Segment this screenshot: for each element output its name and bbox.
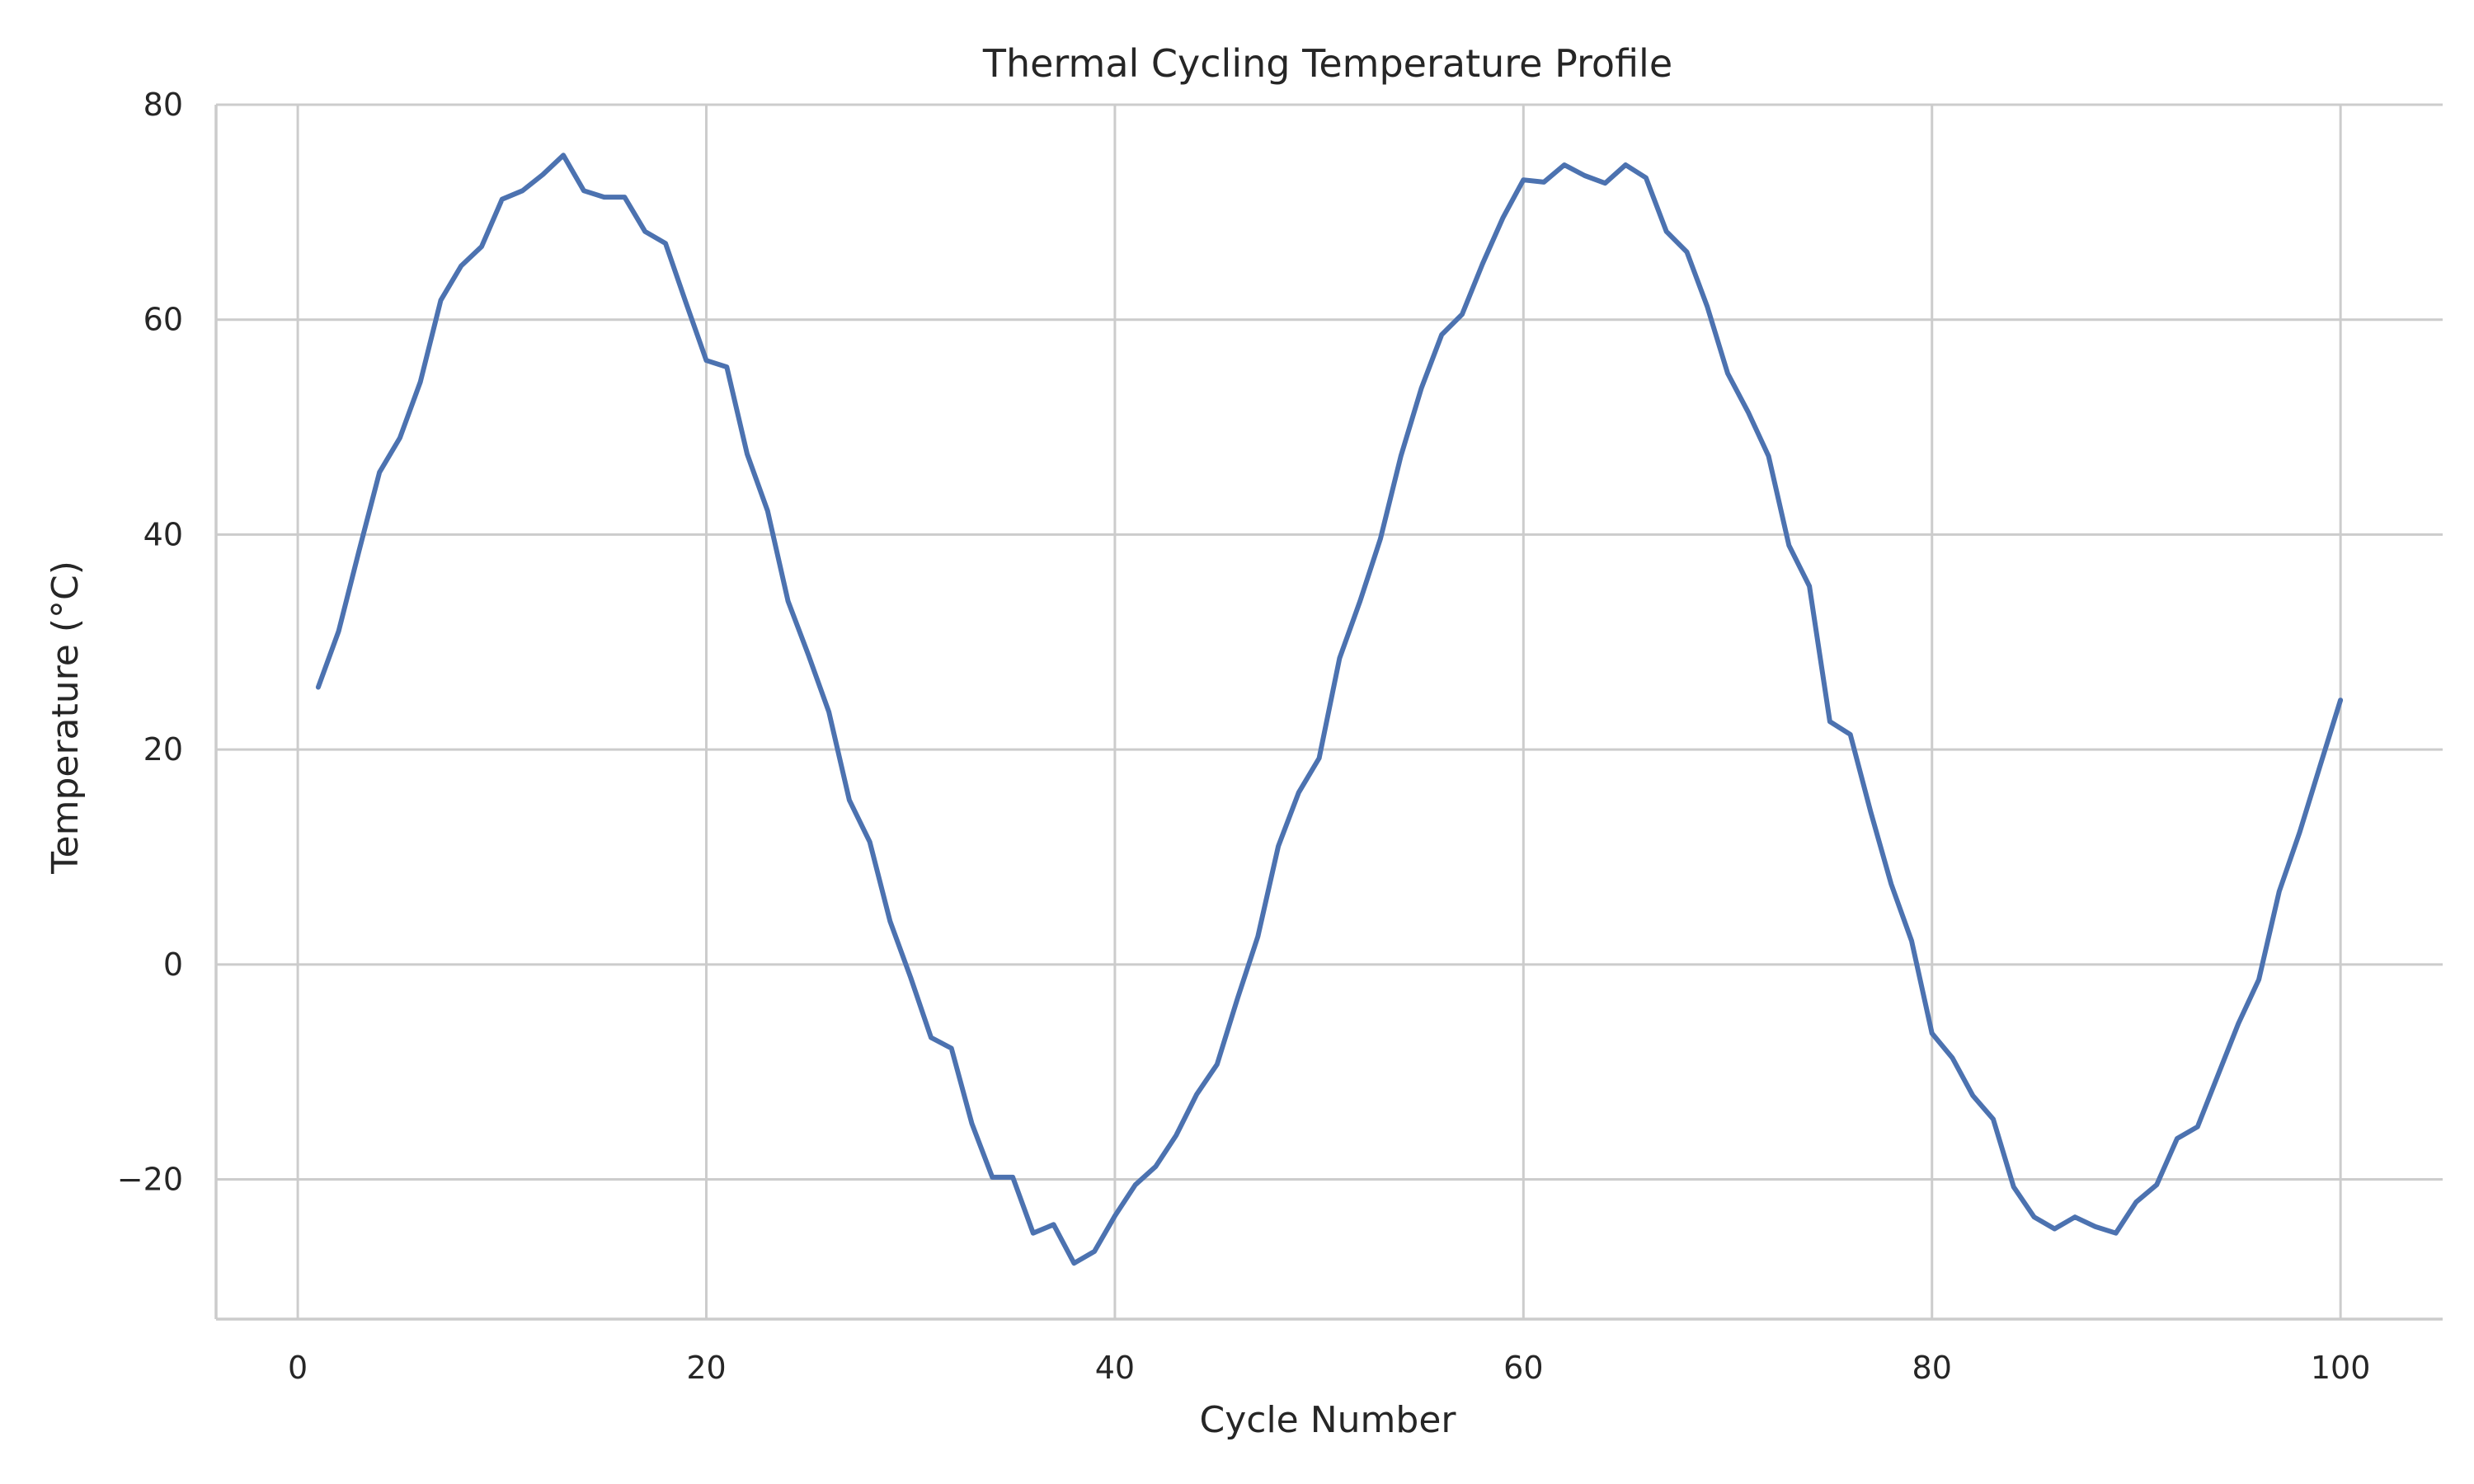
x-tick-label: 0 <box>288 1350 308 1386</box>
x-axis-label: Cycle Number <box>1200 1399 1457 1441</box>
x-tick-label: 80 <box>1912 1350 1952 1386</box>
x-axis-ticks: 0 20 40 60 80 100 <box>288 1350 2371 1386</box>
y-axis-ticks: −20 0 20 40 60 80 <box>117 87 183 1198</box>
temperature-series-line <box>315 153 2344 1266</box>
series-group <box>315 153 2344 1266</box>
y-tick-label: 80 <box>143 87 183 123</box>
x-tick-label: 20 <box>686 1350 726 1386</box>
chart-title: Thermal Cycling Temperature Profile <box>982 41 1672 86</box>
y-tick-label: 20 <box>143 731 183 768</box>
y-tick-label: 60 <box>143 302 183 338</box>
x-tick-label: 40 <box>1095 1350 1135 1386</box>
y-tick-label: 0 <box>163 946 183 983</box>
y-tick-label: −20 <box>117 1162 183 1198</box>
axis-spines <box>214 105 2443 1321</box>
grid-lines <box>216 103 2443 1319</box>
x-tick-label: 60 <box>1503 1350 1543 1386</box>
y-axis-label: Temperature (°C) <box>45 561 87 875</box>
y-tick-label: 40 <box>143 516 183 552</box>
x-tick-label: 100 <box>2311 1350 2371 1386</box>
